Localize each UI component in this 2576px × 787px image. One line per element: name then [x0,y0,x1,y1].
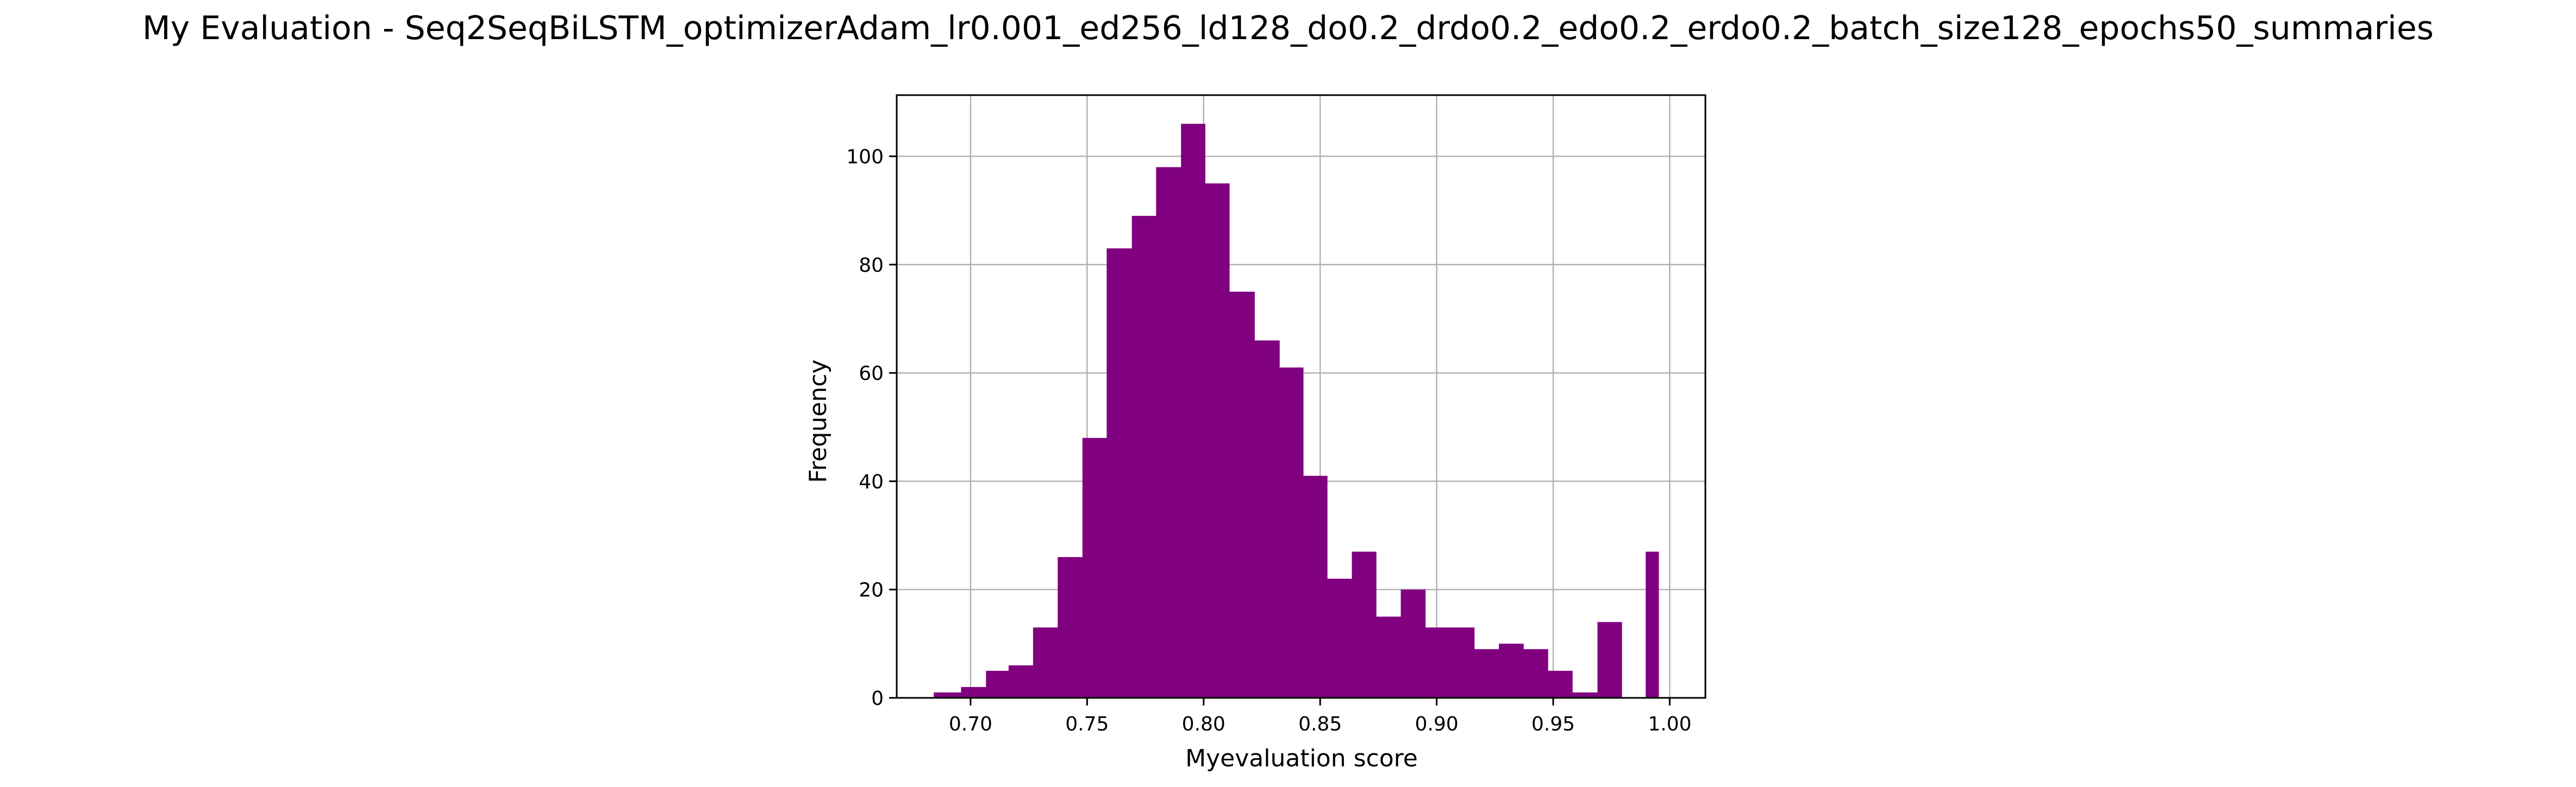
histogram-bar-30 [1303,476,1316,698]
histogram-bar-31 [1315,476,1328,698]
y-tick-label-1: 20 [859,579,884,602]
histogram-bar-12 [1082,438,1096,698]
x-tick-label-1: 0.75 [1065,713,1109,735]
histogram-bar-37 [1389,616,1402,698]
histogram-bar-32 [1327,578,1340,698]
histogram-bar-51 [1560,671,1573,698]
histogram-bar-38 [1400,589,1414,698]
histogram-bar-33 [1339,578,1353,698]
histogram-bar-27 [1266,340,1280,698]
x-tick-label-6: 1.00 [1648,713,1691,735]
plot-area: 0.70 0.75 0.80 0.85 0.90 0.95 1.00 0 20 40 60 80 10… [846,94,1706,735]
histogram-bar-39 [1414,589,1426,698]
y-tick-label-4: 80 [859,254,884,277]
y-tick-label-5: 100 [846,146,884,168]
chart-title: My Evaluation - Seq2SeqBiLSTM_optimizerA… [142,9,2434,47]
histogram-bar-23 [1217,183,1230,698]
histogram-bar-50 [1548,671,1561,698]
y-tick-label-0: 0 [871,688,884,710]
histogram-bar-43 [1462,627,1475,698]
histogram-bar-44 [1474,649,1487,698]
histogram-bar-35 [1364,551,1377,698]
histogram-bar-7 [1021,665,1034,698]
histogram-bar-55 [1609,622,1622,698]
histogram-bar-10 [1058,557,1071,698]
x-tick-label-5: 0.95 [1531,713,1575,735]
histogram-bar-14 [1106,248,1120,698]
histogram-bar-1 [947,692,961,698]
histogram-bar-5 [996,671,1009,698]
histogram-bar-53 [1584,692,1598,698]
histogram-bar-36 [1376,616,1389,698]
histogram-bar-40 [1425,627,1439,698]
histogram-bar-47 [1511,644,1524,698]
histogram-bar-15 [1120,248,1133,698]
y-axis-ticks: 0 20 40 60 80 100 [846,146,897,710]
histogram-bar-26 [1254,340,1267,698]
histogram-bar-22 [1205,183,1218,698]
histogram-bar-11 [1070,557,1083,698]
x-tick-label-2: 0.80 [1182,713,1226,735]
histogram-bar-48 [1523,649,1536,698]
histogram-bar-6 [1008,665,1022,698]
histogram-bar-16 [1131,216,1145,698]
histogram-bar-0 [934,692,948,698]
histogram-bar-54 [1597,622,1610,698]
x-tick-label-4: 0.90 [1415,713,1458,735]
histogram-bar-28 [1279,367,1292,698]
histogram-bar-25 [1242,291,1255,698]
x-axis-label: Myevaluation score [1185,745,1418,772]
histogram-bar-49 [1535,649,1548,698]
histogram-bar-29 [1291,367,1304,698]
histogram-bar-3 [972,687,986,698]
histogram-bar-34 [1352,551,1365,698]
histogram-bar-9 [1046,627,1058,698]
x-tick-label-3: 0.85 [1298,713,1342,735]
histogram-bar-58 [1646,551,1659,698]
y-tick-label-3: 60 [859,363,884,385]
histogram-bar-13 [1095,438,1107,698]
histogram-bar-52 [1572,692,1585,698]
histogram-bar-20 [1181,123,1194,698]
histogram-bar-45 [1486,649,1499,698]
histogram-bar-19 [1168,167,1181,698]
axes-frame [896,94,1706,699]
histogram-bar-21 [1193,123,1205,698]
histogram-bars [934,123,1659,698]
histogram-bar-4 [986,671,997,698]
histogram-bar-41 [1438,627,1450,698]
y-axis-label: Frequency [804,359,832,483]
histogram-bar-46 [1499,644,1511,698]
histogram-bar-42 [1449,627,1463,698]
x-tick-label-0: 0.70 [949,713,992,735]
y-tick-label-2: 40 [859,471,884,493]
histogram-bar-17 [1144,216,1156,698]
histogram-bar-2 [961,687,973,698]
histogram-bar-18 [1156,167,1170,698]
histogram-bar-8 [1033,627,1047,698]
histogram-bar-24 [1229,291,1243,698]
x-axis-ticks: 0.70 0.75 0.80 0.85 0.90 0.95 1.00 [949,698,1691,735]
